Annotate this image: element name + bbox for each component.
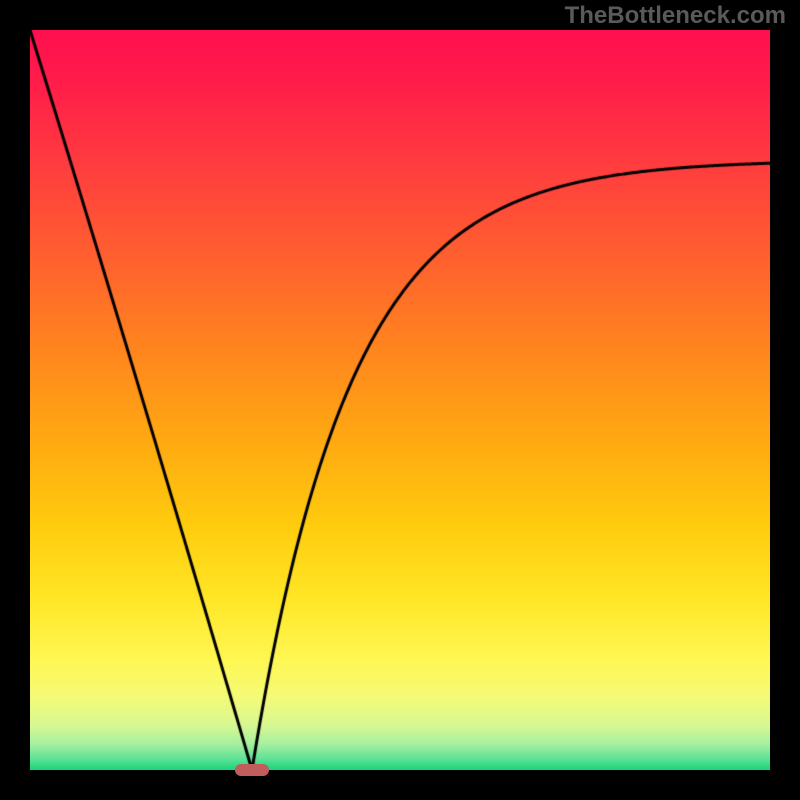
plot-area [30,30,770,770]
chart-container: TheBottleneck.com [0,0,800,800]
watermark-text: TheBottleneck.com [565,2,786,30]
minimum-marker [235,764,268,777]
bottleneck-curve [30,30,770,770]
